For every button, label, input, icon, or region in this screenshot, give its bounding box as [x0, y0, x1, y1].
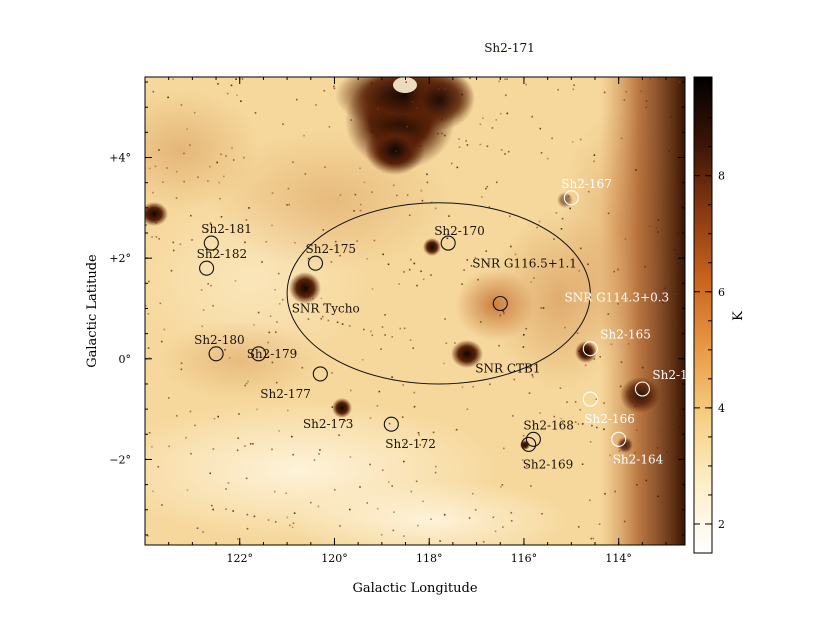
source-label: Sh2-180: [194, 333, 245, 347]
x-axis-ticks: 122° 120° 118° 116° 114°: [168, 77, 667, 565]
colorbar-tick-label: 4: [718, 402, 725, 415]
source-marker: [521, 436, 537, 452]
source-marker: [582, 391, 598, 407]
source-marker: [208, 346, 224, 362]
source-marker: [582, 341, 598, 357]
source-label: Sh2-179: [247, 347, 298, 361]
source-marker: [440, 235, 456, 251]
source-marker: [492, 295, 508, 312]
source-label: SNR G114.3+0.3: [565, 291, 670, 305]
colorbar-tick-label: 6: [718, 286, 725, 299]
y-tick-label: 0°: [119, 353, 132, 366]
y-axis-ticks: +4° +2° 0° −2°: [109, 81, 685, 536]
source-label: Sh2-164: [613, 452, 664, 466]
source-label: Sh2-172: [385, 437, 436, 451]
source-label: Sh2-177: [260, 387, 311, 401]
source-marker: [199, 260, 215, 276]
source-labels: Sh2-171 Sh2-167 Sh2-181 Sh2-182 Sh2-175 Sh2-1…: [194, 41, 703, 471]
source-marker: [312, 366, 328, 382]
y-tick-label: −2°: [109, 453, 131, 466]
source-label: Sh2-173: [303, 417, 354, 431]
source-label: SNR G116.5+1.1: [472, 257, 577, 271]
colorbar-tick-label: 8: [718, 170, 725, 183]
source-marker: [563, 190, 579, 206]
x-tick-label: 116°: [511, 552, 538, 565]
source-markers: [199, 190, 650, 452]
source-marker: [307, 255, 324, 271]
source-label: Sh2-169: [523, 457, 574, 471]
source-marker: [525, 431, 541, 447]
source-marker: [634, 381, 650, 397]
source-label: Sh2-181: [201, 222, 252, 236]
source-marker: [203, 235, 219, 251]
source-label: Sh2-171: [484, 41, 535, 55]
source-label: Sh2-163: [652, 368, 703, 382]
source-label: SNR Tycho: [292, 301, 360, 315]
source-label: Sh2-167: [561, 177, 612, 191]
source-marker: [611, 431, 627, 447]
map-image: [145, 77, 685, 545]
colorbar: 2 4 6 8 K: [693, 76, 746, 554]
source-label: Sh2-168: [523, 418, 574, 432]
x-tick-label: 120°: [321, 552, 348, 565]
x-tick-label: 118°: [416, 552, 443, 565]
source-label: Sh2-170: [434, 224, 485, 238]
y-axis-title: Galactic Latitude: [85, 254, 100, 368]
source-marker: [383, 416, 399, 432]
source-label: Sh2-175: [306, 242, 357, 256]
colorbar-unit-label: K: [731, 311, 746, 321]
x-tick-label: 122°: [226, 552, 253, 565]
map-frame: [144, 76, 686, 546]
x-tick-label: 114°: [605, 552, 632, 565]
survey-region-ellipse: [286, 202, 591, 385]
source-label: Sh2-166: [584, 412, 635, 426]
source-label: SNR CTB1: [475, 362, 540, 376]
y-tick-label: +2°: [109, 252, 131, 265]
source-label: Sh2-165: [600, 328, 651, 342]
source-marker: [251, 346, 267, 362]
x-axis-title: Galactic Longitude: [352, 581, 477, 596]
y-tick-label: +4°: [109, 152, 131, 165]
source-label: Sh2-182: [197, 247, 248, 261]
colorbar-tick-label: 2: [718, 518, 725, 531]
